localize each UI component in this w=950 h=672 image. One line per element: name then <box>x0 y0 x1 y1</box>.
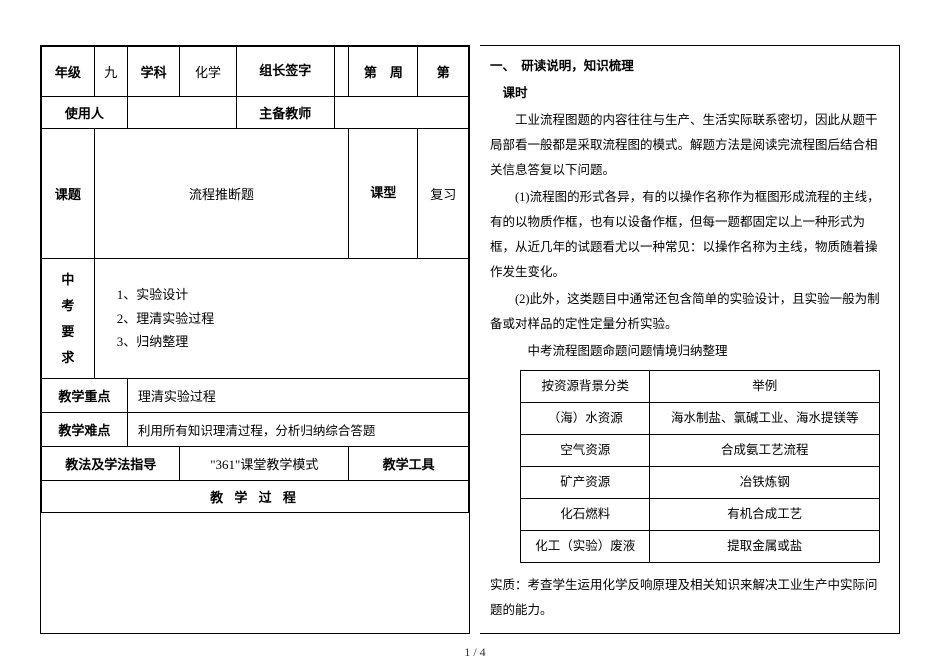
req-char-2: 考 <box>46 293 90 319</box>
grade-label: 年级 <box>42 47 95 97</box>
process-row: 教 学 过 程 <box>42 481 469 513</box>
cat-header-1: 按资源背景分类 <box>521 371 650 403</box>
user-value <box>127 97 236 129</box>
req-char-1: 中 <box>46 267 90 293</box>
category-table: 按资源背景分类 举例 （海）水资源 海水制盐、氯碱工业、海水提镁等 空气资源 合… <box>520 370 880 563</box>
right-panel: 一、 研读说明，知识梳理 课时 工业流程图题的内容往往与生产、生活实际联系密切，… <box>480 45 900 634</box>
method-value: "361"课堂教学模式 <box>180 447 349 481</box>
main-teacher-value <box>334 97 468 129</box>
paragraph-2: (1)流程图的形式各异，有的以操作名称作为框图形成流程的主线，有的以物质作框，也… <box>490 185 889 285</box>
process-label: 教 学 过 程 <box>42 481 469 513</box>
req-item-3: 3、归纳整理 <box>117 330 464 353</box>
grade-value: 九 <box>94 47 127 97</box>
content-body: 一、 研读说明，知识梳理 课时 工业流程图题的内容往往与生产、生活实际联系密切，… <box>490 54 889 623</box>
period-text: 课时 <box>490 81 889 106</box>
focus-label: 教学重点 <box>42 379 128 413</box>
signer-value <box>334 47 348 97</box>
cat-row-0: （海）水资源 海水制盐、氯碱工业、海水提镁等 <box>521 403 880 435</box>
cat-row-4: 化工（实验）废液 提取金属或盐 <box>521 531 880 563</box>
paragraph-1: 工业流程图题的内容往往与生产、生活实际联系密切，因此从题干局部看一般都是采取流程… <box>490 108 889 183</box>
cat-cell: 海水制盐、氯碱工业、海水提镁等 <box>650 403 880 435</box>
subject-value: 化学 <box>180 47 236 97</box>
paragraph-3: (2)此外，这类题目中通常还包含简单的实验设计，且实验一般为制备或对样品的定性定… <box>490 287 889 337</box>
difficulty-row: 教学难点 利用所有知识理清过程，分析归纳综合答题 <box>42 413 469 447</box>
essence-text: 实质：考查学生运用化学反响原理及相关知识来解决工业生产中实际问题的能力。 <box>490 573 889 623</box>
requirement-content: 1、实验设计 2、理清实验过程 3、归纳整理 <box>94 259 468 379</box>
cat-row-2: 矿产资源 冶铁炼钢 <box>521 467 880 499</box>
difficulty-label: 教学难点 <box>42 413 128 447</box>
cat-cell: 有机合成工艺 <box>650 499 880 531</box>
type-value: 复习 <box>418 129 469 259</box>
user-label: 使用人 <box>42 97 128 129</box>
page-number: 1 / 4 <box>464 645 485 660</box>
section-title: 一、 研读说明，知识梳理 <box>490 54 889 79</box>
cat-cell: （海）水资源 <box>521 403 650 435</box>
category-header-row: 按资源背景分类 举例 <box>521 371 880 403</box>
topic-value: 流程推断题 <box>94 129 349 259</box>
req-item-1: 1、实验设计 <box>117 283 464 306</box>
main-teacher-label: 主备教师 <box>236 97 334 129</box>
topic-row: 课题 流程推断题 课型 复习 <box>42 129 469 259</box>
cat-cell: 空气资源 <box>521 435 650 467</box>
method-label: 教法及学法指导 <box>42 447 180 481</box>
left-panel: 年级 九 学科 化学 组长签字 第 周 第 使用人 主备教师 课题 流程推断题 … <box>40 45 470 634</box>
subject-label: 学科 <box>127 47 180 97</box>
tool-label: 教学工具 <box>349 447 469 481</box>
lesson-plan-table: 年级 九 学科 化学 组长签字 第 周 第 使用人 主备教师 课题 流程推断题 … <box>41 46 469 513</box>
page-container: 年级 九 学科 化学 组长签字 第 周 第 使用人 主备教师 课题 流程推断题 … <box>0 0 950 644</box>
cat-cell: 合成氨工艺流程 <box>650 435 880 467</box>
cat-header-2: 举例 <box>650 371 880 403</box>
cat-cell: 化工（实验）废液 <box>521 531 650 563</box>
period-prefix: 第 <box>418 47 469 97</box>
week-label: 第 周 <box>349 47 418 97</box>
requirement-row: 中 考 要 求 1、实验设计 2、理清实验过程 3、归纳整理 <box>42 259 469 379</box>
topic-label: 课题 <box>42 129 95 259</box>
difficulty-value: 利用所有知识理清过程，分析归纳综合答题 <box>127 413 468 447</box>
cat-row-1: 空气资源 合成氨工艺流程 <box>521 435 880 467</box>
paragraph-4: 中考流程图题命题问题情境归纳整理 <box>490 339 889 364</box>
cat-cell: 化石燃料 <box>521 499 650 531</box>
header-row-1: 年级 九 学科 化学 组长签字 第 周 第 <box>42 47 469 97</box>
focus-value: 理清实验过程 <box>127 379 468 413</box>
cat-cell: 矿产资源 <box>521 467 650 499</box>
cat-cell: 冶铁炼钢 <box>650 467 880 499</box>
header-row-2: 使用人 主备教师 <box>42 97 469 129</box>
focus-row: 教学重点 理清实验过程 <box>42 379 469 413</box>
method-row: 教法及学法指导 "361"课堂教学模式 教学工具 <box>42 447 469 481</box>
req-char-3: 要 <box>46 319 90 345</box>
req-char-4: 求 <box>46 345 90 371</box>
requirement-label: 中 考 要 求 <box>42 259 95 379</box>
req-item-2: 2、理清实验过程 <box>117 307 464 330</box>
cat-row-3: 化石燃料 有机合成工艺 <box>521 499 880 531</box>
signer-label: 组长签字 <box>236 47 334 97</box>
cat-cell: 提取金属或盐 <box>650 531 880 563</box>
type-label: 课型 <box>349 129 418 259</box>
